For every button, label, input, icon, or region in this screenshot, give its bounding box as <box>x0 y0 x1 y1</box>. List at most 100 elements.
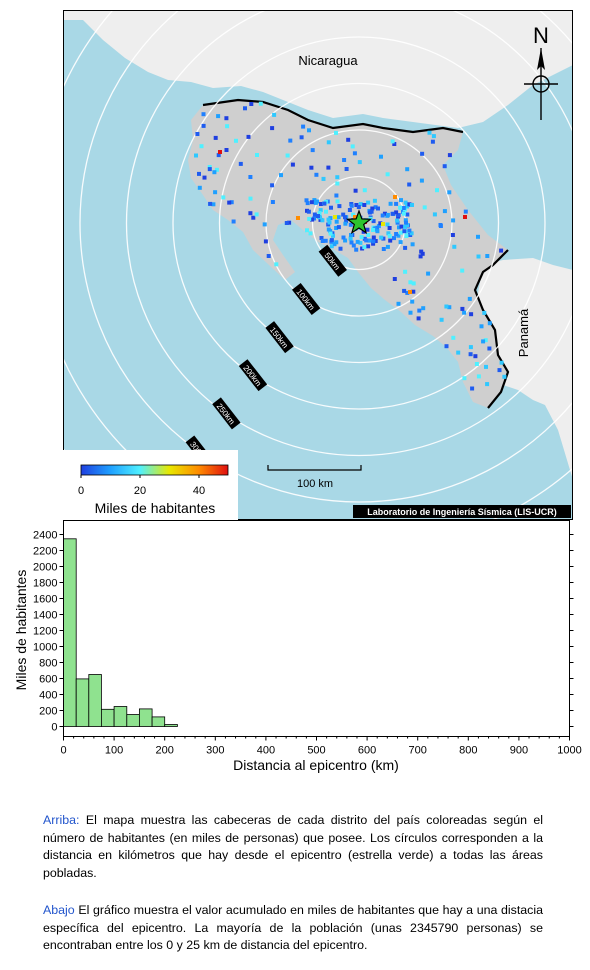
district-marker <box>371 241 376 246</box>
district-marker <box>334 130 338 135</box>
district-marker <box>476 374 481 379</box>
district-marker <box>202 175 207 180</box>
district-marker <box>396 301 401 306</box>
district-marker <box>419 249 424 254</box>
district-marker <box>403 200 408 205</box>
district-marker <box>248 211 253 216</box>
district-marker <box>320 239 325 243</box>
district-marker <box>194 153 198 158</box>
district-marker <box>365 227 370 232</box>
district-marker <box>301 124 306 129</box>
x-tick-label: 500 <box>307 745 325 757</box>
district-marker <box>404 234 409 238</box>
district-marker <box>238 161 243 166</box>
district-marker <box>248 196 253 201</box>
district-marker <box>411 281 416 286</box>
district-marker <box>398 205 403 210</box>
district-marker <box>324 209 328 214</box>
histogram-bar <box>75 678 90 727</box>
panama-land <box>475 258 573 480</box>
district-marker <box>394 232 399 236</box>
district-marker <box>403 218 408 223</box>
district-marker <box>243 106 247 111</box>
caption-bottom: Abajo El gráfico muestra el valor acumul… <box>43 902 543 955</box>
district-marker <box>397 225 401 230</box>
district-marker <box>224 116 229 121</box>
district-marker <box>216 114 221 119</box>
district-marker <box>356 205 361 209</box>
district-marker <box>444 344 449 349</box>
north-label: N <box>533 23 549 48</box>
district-marker <box>408 280 413 285</box>
district-marker <box>487 321 492 326</box>
district-marker <box>369 209 374 214</box>
district-marker <box>318 208 323 213</box>
y-tick-label: 0 <box>51 722 57 734</box>
district-marker <box>350 144 355 149</box>
y-tick-label: 1600 <box>33 594 57 606</box>
district-marker <box>312 212 317 217</box>
district-marker <box>463 209 468 214</box>
ring-250km <box>125 10 573 457</box>
district-marker <box>349 240 354 245</box>
district-marker <box>392 142 397 146</box>
district-marker <box>388 201 393 206</box>
district-marker <box>398 230 403 235</box>
district-marker <box>484 364 488 369</box>
district-marker <box>401 206 406 210</box>
district-marker <box>342 158 347 162</box>
district-marker <box>359 235 364 240</box>
district-marker <box>462 376 467 381</box>
x-tick-label: 800 <box>459 745 477 757</box>
district-marker <box>306 209 311 214</box>
district-marker <box>381 236 386 241</box>
district-marker <box>479 324 484 329</box>
district-marker <box>284 221 289 225</box>
district-marker <box>326 140 331 145</box>
district-marker <box>314 172 319 177</box>
district-marker <box>410 203 414 207</box>
district-marker <box>287 220 292 225</box>
district-marker <box>323 238 328 243</box>
district-marker <box>343 221 348 226</box>
district-marker <box>442 209 447 214</box>
district-marker <box>408 310 413 315</box>
district-marker <box>499 248 504 253</box>
district-marker <box>310 200 314 205</box>
histogram-panel: 0 100 200 300 400 500 600 700 800 900 1000 0 200 400 6… <box>0 520 590 780</box>
district-marker <box>214 167 219 172</box>
district-marker <box>403 245 408 250</box>
district-marker <box>392 236 396 241</box>
district-marker <box>422 205 427 210</box>
district-marker <box>373 239 378 243</box>
x-tick-label: 700 <box>409 745 427 757</box>
district-marker <box>197 171 201 176</box>
district-marker <box>322 201 327 206</box>
district-marker <box>201 112 206 117</box>
x-tick-label: 600 <box>358 745 376 757</box>
district-marker <box>385 244 390 249</box>
district-marker <box>207 165 212 169</box>
district-marker <box>349 203 354 208</box>
district-marker <box>387 226 392 230</box>
credit-box: Laboratorio de Ingeniería Sísmica (LIS-U… <box>353 505 571 518</box>
y-tick-label: 400 <box>39 690 57 702</box>
district-marker <box>309 165 314 170</box>
district-marker <box>404 220 408 225</box>
compass-rose: N <box>524 23 558 120</box>
histogram-bar <box>164 724 178 727</box>
district-marker <box>331 233 335 238</box>
district-marker <box>218 150 222 154</box>
colorbar-gradient <box>80 464 229 476</box>
x-tick-label: 300 <box>206 745 224 757</box>
district-marker <box>358 240 363 245</box>
district-marker <box>334 219 339 224</box>
district-marker <box>334 226 339 230</box>
district-marker <box>447 190 452 195</box>
district-marker <box>408 290 412 294</box>
district-marker <box>452 244 457 249</box>
colorbar-tick-40: 40 <box>193 485 205 497</box>
district-marker <box>213 190 218 195</box>
district-marker <box>373 205 378 210</box>
district-marker <box>371 239 376 244</box>
